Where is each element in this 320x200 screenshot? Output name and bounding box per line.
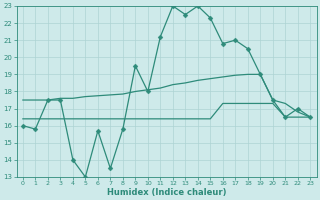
X-axis label: Humidex (Indice chaleur): Humidex (Indice chaleur) bbox=[107, 188, 226, 197]
